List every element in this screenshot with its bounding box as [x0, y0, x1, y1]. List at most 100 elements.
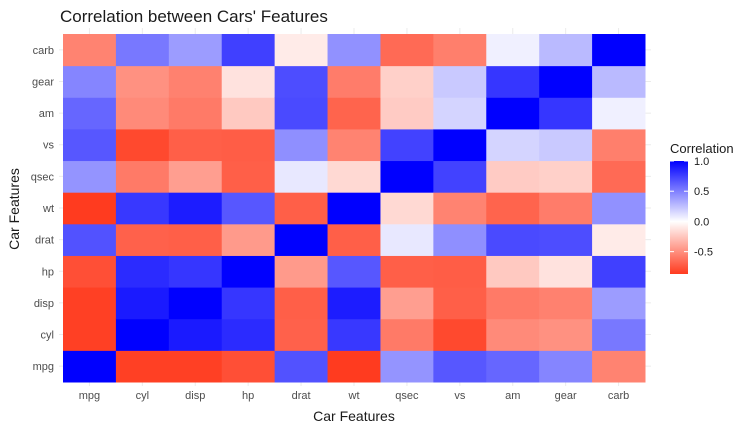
heatmap-cell-hp-drat: [221, 223, 276, 256]
heatmap-cell-carb-gear: [592, 65, 646, 98]
heatmap-cell-gear-gear: [539, 65, 593, 98]
y-tick-label: disp: [34, 298, 54, 310]
heatmap-cell-drat-hp: [274, 255, 329, 288]
heatmap-cell-hp-gear: [221, 65, 276, 98]
heatmap-cell-vs-vs: [433, 128, 487, 162]
x-tick-label: carb: [608, 390, 629, 402]
heatmap-cell-wt-am: [327, 97, 381, 130]
heatmap-cell-disp-hp: [168, 255, 223, 288]
heatmap-cell-mpg-gear: [63, 65, 117, 98]
y-tick-label: qsec: [31, 171, 55, 183]
x-tick-label: qsec: [395, 390, 419, 402]
heatmap-cell-cyl-am: [115, 97, 170, 130]
heatmap-cell-carb-drat: [592, 223, 646, 256]
heatmap-cell-wt-cyl: [327, 318, 381, 351]
x-tick-label: hp: [242, 390, 254, 402]
heatmap-cell-am-cyl: [486, 318, 540, 351]
y-tick-label: carb: [33, 45, 54, 57]
heatmap-cell-qsec-am: [380, 97, 434, 130]
heatmap-cell-hp-am: [221, 97, 276, 130]
heatmap-cell-cyl-vs: [115, 128, 170, 162]
heatmap-cell-disp-cyl: [168, 318, 223, 351]
heatmap-cell-hp-mpg: [221, 350, 276, 383]
color-legend: Correlation 1.0 0.5 0.0 -0.5: [670, 141, 734, 274]
heatmap-cell-hp-hp: [221, 255, 276, 288]
heatmap-cell-qsec-disp: [380, 287, 434, 320]
heatmap-cell-wt-qsec: [327, 160, 381, 193]
legend-tick-label: 0.5: [694, 186, 709, 198]
y-tick-label: drat: [35, 235, 54, 247]
heatmap-cell-wt-wt: [327, 192, 381, 225]
heatmap-cell-carb-cyl: [592, 318, 646, 351]
heatmap-cell-mpg-cyl: [63, 318, 117, 351]
heatmap-cell-carb-wt: [592, 192, 646, 225]
y-tick-labels: mpg cyl disp hp drat wt qsec vs am gear carb: [31, 45, 55, 373]
heatmap-cell-am-hp: [486, 255, 540, 288]
y-tick-label: mpg: [33, 361, 54, 373]
x-tick-label: vs: [454, 390, 466, 402]
x-tick-label: mpg: [79, 390, 100, 402]
heatmap-cell-gear-drat: [539, 223, 593, 256]
heatmap-cell-vs-disp: [433, 287, 487, 320]
heatmap-cell-gear-wt: [539, 192, 593, 225]
heatmap-cell-am-mpg: [486, 350, 540, 383]
heatmap-cell-hp-vs: [221, 128, 276, 162]
heatmap-cell-am-am: [486, 97, 540, 130]
heatmap-cell-qsec-cyl: [380, 318, 434, 351]
legend-title: Correlation: [670, 141, 734, 156]
heatmap-cell-disp-qsec: [168, 160, 223, 193]
legend-tick-label: 1.0: [694, 156, 709, 168]
heatmap-cell-vs-hp: [433, 255, 487, 288]
heatmap-cell-drat-drat: [274, 223, 329, 256]
y-tick-label: hp: [42, 266, 54, 278]
heatmap-cell-cyl-cyl: [115, 318, 170, 351]
y-tick-label: vs: [43, 140, 55, 152]
heatmap-cell-disp-vs: [168, 128, 223, 162]
heatmap-cells: [63, 34, 646, 383]
x-axis-title: Car Features: [313, 408, 395, 424]
heatmap-cell-drat-disp: [274, 287, 329, 320]
heatmap-cell-mpg-vs: [63, 128, 117, 162]
heatmap-cell-hp-carb: [221, 34, 276, 67]
heatmap-cell-disp-am: [168, 97, 223, 130]
heatmap-cell-carb-hp: [592, 255, 646, 288]
heatmap-cell-disp-carb: [168, 34, 223, 67]
heatmap-cell-cyl-disp: [115, 287, 170, 320]
heatmap-cell-mpg-wt: [63, 192, 117, 225]
legend-tick-label: 0.0: [694, 216, 709, 228]
y-tick-label: am: [39, 108, 54, 120]
x-tick-label: disp: [185, 390, 205, 402]
heatmap-cell-wt-hp: [327, 255, 381, 288]
heatmap-cell-am-qsec: [486, 160, 540, 193]
y-tick-label: gear: [32, 76, 54, 88]
heatmap-cell-gear-hp: [539, 255, 593, 288]
heatmap-cell-qsec-qsec: [380, 160, 434, 193]
heatmap-cell-cyl-hp: [115, 255, 170, 288]
heatmap-cell-drat-carb: [274, 34, 329, 67]
heatmap-cell-qsec-gear: [380, 65, 434, 98]
heatmap-cell-am-disp: [486, 287, 540, 320]
x-tick-labels: mpg cyl disp hp drat wt qsec vs am gear carb: [79, 390, 629, 402]
heatmap-cell-carb-qsec: [592, 160, 646, 193]
heatmap-cell-qsec-hp: [380, 255, 434, 288]
heatmap-cell-disp-mpg: [168, 350, 223, 383]
y-tick-label: cyl: [41, 330, 54, 342]
heatmap-cell-hp-wt: [221, 192, 276, 225]
heatmap-cell-carb-carb: [592, 34, 646, 67]
x-tick-label: cyl: [136, 390, 149, 402]
heatmap-cell-am-vs: [486, 128, 540, 162]
heatmap-cell-gear-cyl: [539, 318, 593, 351]
heatmap-cell-mpg-carb: [63, 34, 117, 67]
heatmap-cell-mpg-drat: [63, 223, 117, 256]
heatmap-cell-drat-gear: [274, 65, 329, 98]
heatmap-cell-cyl-drat: [115, 223, 170, 256]
legend-ticks: 1.0 0.5 0.0 -0.5: [670, 156, 713, 259]
chart-title: Correlation between Cars' Features: [60, 7, 328, 26]
heatmap-cell-hp-disp: [221, 287, 276, 320]
heatmap-cell-drat-qsec: [274, 160, 329, 193]
heatmap-cell-cyl-carb: [115, 34, 170, 67]
legend-tick-label: -0.5: [694, 247, 713, 259]
heatmap-cell-carb-disp: [592, 287, 646, 320]
y-tick-label: wt: [42, 203, 54, 215]
